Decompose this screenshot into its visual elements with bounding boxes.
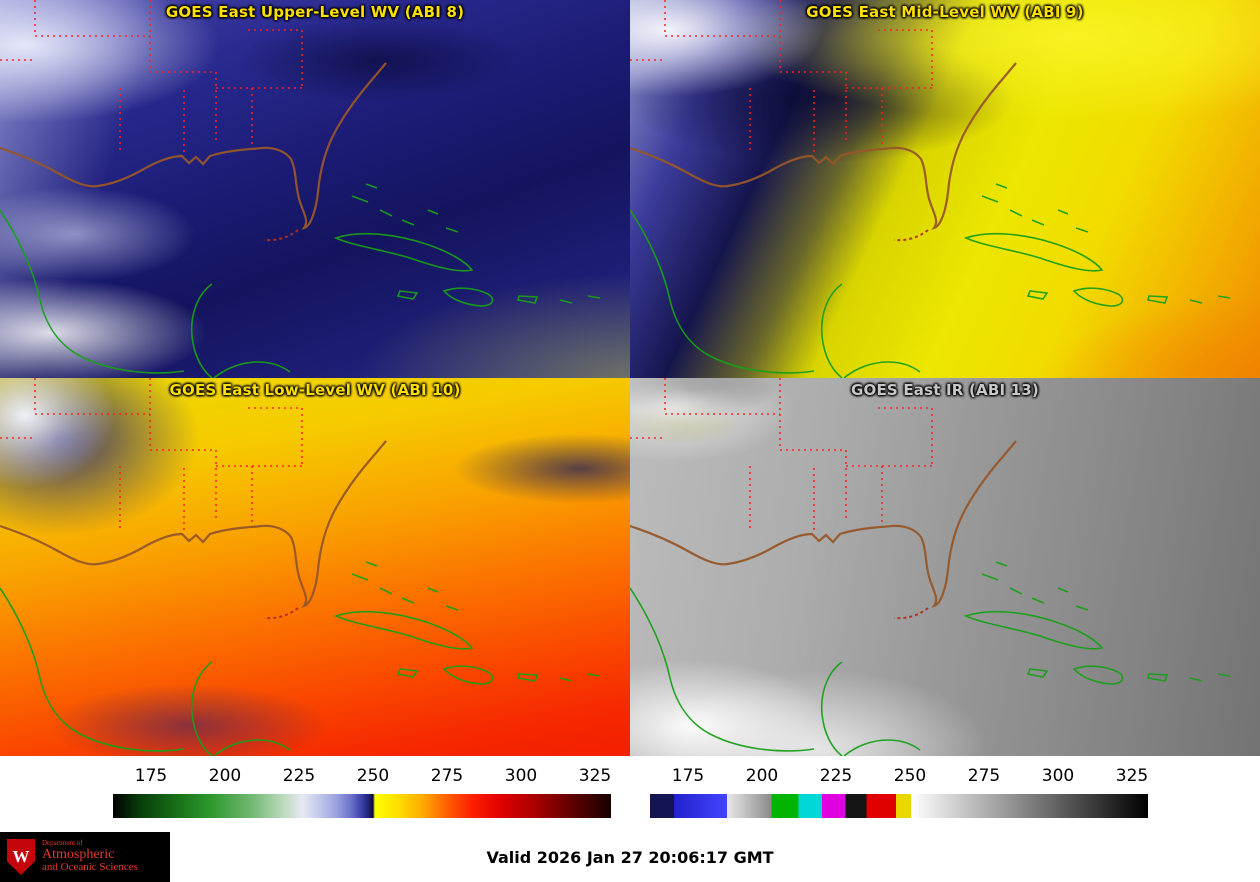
panel-title-upper-wv: GOES East Upper-Level WV (ABI 8) (165, 3, 465, 21)
ir-colorbar-ticks: 175 200 225 250 275 300 325 (650, 766, 1148, 790)
colorbar-section: 175 200 225 250 275 300 325 175 200 225 … (0, 756, 1260, 832)
tick-label: 200 (208, 766, 242, 786)
footer: W Department of Atmospheric and Oceanic … (0, 832, 1260, 882)
panel-title-ir: GOES East IR (ABI 13) (850, 381, 1039, 399)
tick-label: 300 (1041, 766, 1075, 786)
map-overlay-icon (0, 0, 602, 378)
tick-label: 300 (504, 766, 538, 786)
tick-label: 325 (1115, 766, 1149, 786)
tick-label: 275 (430, 766, 464, 786)
tick-label: 250 (893, 766, 927, 786)
tick-label: 325 (578, 766, 612, 786)
panel-title-low-wv: GOES East Low-Level WV (ABI 10) (169, 381, 461, 399)
tick-label: 225 (819, 766, 853, 786)
tick-label: 175 (134, 766, 168, 786)
aos-logo[interactable]: W Department of Atmospheric and Oceanic … (0, 832, 170, 882)
panel-mid-level-wv[interactable]: GOES East Mid-Level WV (ABI 9) (630, 0, 1260, 378)
panel-upper-level-wv[interactable]: GOES East Upper-Level WV (ABI 8) (0, 0, 630, 378)
wv-colorbar-ticks: 175 200 225 250 275 300 325 (113, 766, 611, 790)
ir-colorbar-block: 175 200 225 250 275 300 325 (650, 766, 1148, 818)
logo-name-line1: Atmospheric (42, 846, 115, 862)
ir-colorbar (650, 794, 1148, 818)
map-overlay-icon (0, 378, 602, 756)
wv-colorbar (113, 794, 611, 818)
tick-label: 175 (671, 766, 705, 786)
tick-label: 275 (967, 766, 1001, 786)
map-overlay-icon (630, 378, 1232, 756)
logo-department-line: Department of (42, 839, 83, 848)
panel-low-level-wv[interactable]: GOES East Low-Level WV (ABI 10) (0, 378, 630, 756)
valid-time: Valid 2026 Jan 27 20:06:17 GMT (486, 848, 774, 867)
panel-ir[interactable]: GOES East IR (ABI 13) (630, 378, 1260, 756)
satellite-grid: GOES East Upper-Level WV (ABI 8) GOES Ea… (0, 0, 1260, 756)
tick-label: 225 (282, 766, 316, 786)
wv-colorbar-block: 175 200 225 250 275 300 325 (113, 766, 611, 818)
logo-text: Department of Atmospheric and Oceanic Sc… (42, 839, 138, 874)
tick-label: 200 (745, 766, 779, 786)
panel-title-mid-wv: GOES East Mid-Level WV (ABI 9) (806, 3, 1084, 21)
map-overlay-icon (630, 0, 1232, 378)
logo-name-line2: and Oceanic Sciences (42, 861, 138, 874)
tick-label: 250 (356, 766, 390, 786)
